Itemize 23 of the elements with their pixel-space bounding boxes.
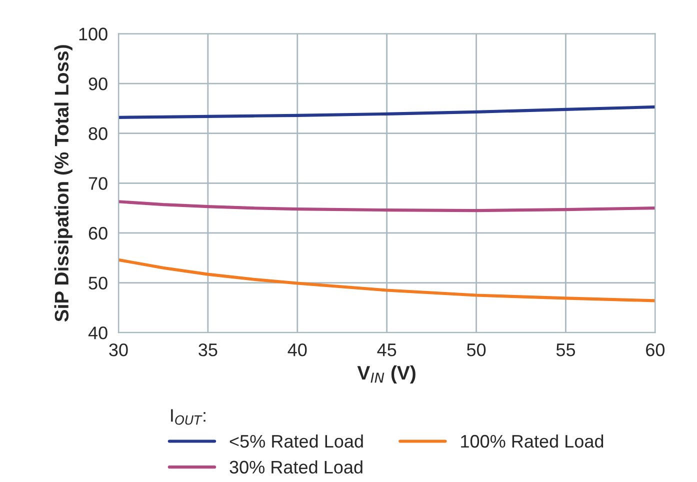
y-axis-title: SiP Dissipation (% Total Loss) [54, 45, 72, 322]
x-tick-label: 50 [466, 343, 486, 356]
y-tick-label: 60 [88, 226, 108, 240]
legend-label: 100% Rated Load [461, 434, 604, 448]
y-tick-label: 50 [88, 276, 108, 290]
y-tick-label: 100 [79, 28, 108, 40]
legend-label: 30% Rated Load [230, 460, 362, 474]
x-tick-label: 30 [109, 343, 128, 356]
x-tick-label: 40 [288, 343, 307, 356]
x-tick-label: 45 [377, 344, 396, 356]
legend-label: <5% Rated Load [230, 434, 363, 448]
x-tick-label: 55 [556, 344, 576, 356]
y-tick-label: 80 [88, 127, 108, 140]
y-tick-label: 90 [88, 77, 108, 90]
legend-title: I$_{OUT}$: [171, 409, 206, 425]
y-tick-label: 40 [88, 326, 108, 340]
y-tick-label: 70 [88, 177, 108, 190]
line-series [118, 105, 656, 119]
x-axis-title: V$_{IN}$ (V) [357, 365, 416, 384]
x-tick-label: 60 [646, 343, 665, 356]
x-tick-label: 35 [198, 343, 218, 356]
line-series [118, 258, 656, 302]
line-series [118, 200, 656, 212]
